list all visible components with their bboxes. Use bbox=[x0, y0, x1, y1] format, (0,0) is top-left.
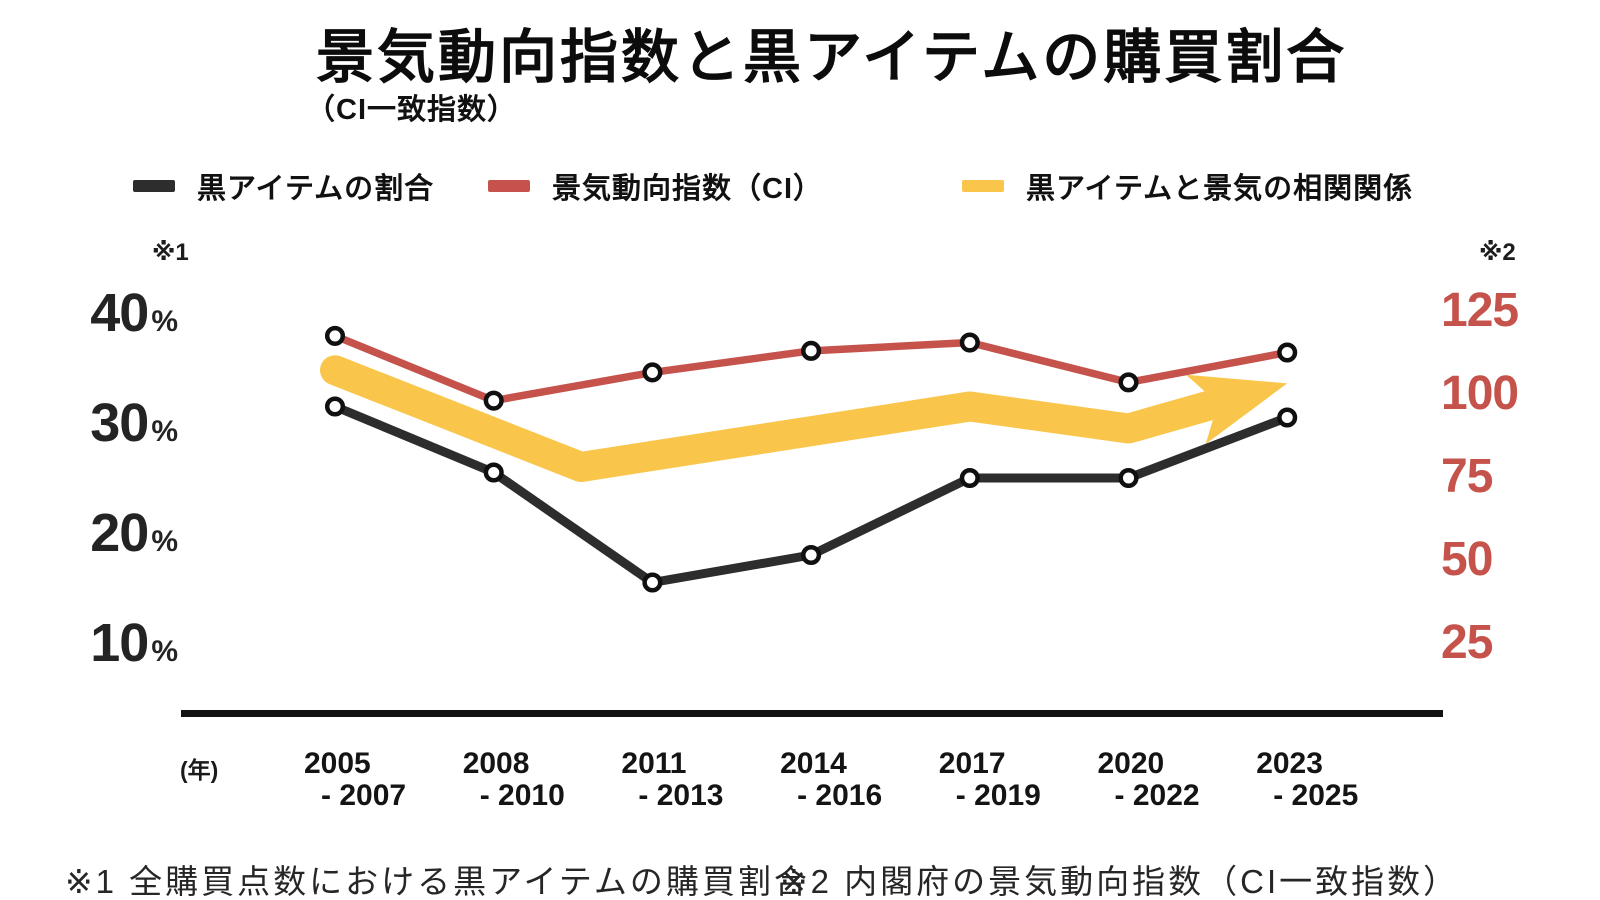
left-tick-value: 40 bbox=[90, 283, 149, 343]
x-label-start-year: 2008 bbox=[462, 747, 530, 780]
left-axis-note: ※1 bbox=[152, 239, 189, 266]
legend-label: 黒アイテムの割合 bbox=[197, 173, 435, 205]
x-label-start-year: 2023 bbox=[1256, 747, 1323, 780]
x-axis-label: 2023- 2025 bbox=[1256, 748, 1406, 812]
left-tick-unit: % bbox=[151, 635, 178, 668]
x-axis-line bbox=[181, 710, 1443, 717]
x-axis-label: 2017- 2019 bbox=[939, 748, 1089, 812]
right-axis-tick: 25 bbox=[1441, 616, 1493, 669]
x-axis-unit-label: (年) bbox=[180, 757, 219, 783]
right-axis-tick: 125 bbox=[1441, 284, 1519, 337]
data-point-marker bbox=[959, 332, 980, 353]
data-point-marker bbox=[1277, 407, 1298, 428]
x-label-start-year: 2017 bbox=[938, 747, 1006, 780]
legend-swatch-yellow-icon bbox=[962, 180, 1004, 192]
x-label-end-year: - 2019 bbox=[955, 779, 1041, 812]
data-point-marker bbox=[801, 340, 822, 361]
legend-item-ci-index: 景気動向指数（CI） bbox=[488, 170, 823, 205]
legend-label: 黒アイテムと景気の相関関係 bbox=[1026, 173, 1414, 205]
chart-subtitle: （CI一致指数） bbox=[306, 94, 518, 126]
correlation-arrow-head bbox=[1185, 374, 1288, 444]
data-point-marker bbox=[1277, 342, 1298, 363]
data-point-marker bbox=[483, 462, 504, 483]
legend-swatch-red-icon bbox=[488, 180, 530, 192]
x-label-end-year: - 2007 bbox=[321, 779, 407, 812]
chart-title: 景気動向指数と黒アイテムの購買割合 bbox=[316, 25, 1348, 90]
data-point-marker bbox=[801, 544, 822, 566]
right-axis-note: ※2 bbox=[1479, 239, 1516, 266]
data-point-marker bbox=[959, 467, 980, 489]
left-axis-tick: 20% bbox=[58, 501, 178, 565]
left-axis-tick: 30% bbox=[58, 391, 178, 455]
right-axis-tick: 75 bbox=[1441, 450, 1493, 503]
x-label-start-year: 2014 bbox=[780, 747, 847, 780]
footnote-1: ※1 全購買点数における黒アイテムの購買割合 bbox=[65, 863, 810, 900]
data-point-marker bbox=[642, 572, 663, 593]
x-axis-label: 2020- 2022 bbox=[1098, 748, 1248, 812]
x-label-end-year: - 2025 bbox=[1273, 779, 1359, 812]
left-tick-unit: % bbox=[151, 525, 178, 558]
left-axis-tick: 40% bbox=[58, 281, 178, 345]
left-tick-value: 30 bbox=[90, 393, 149, 453]
left-tick-unit: % bbox=[151, 415, 178, 448]
legend-item-correlation: 黒アイテムと景気の相関関係 bbox=[962, 170, 1413, 205]
x-label-start-year: 2020 bbox=[1097, 747, 1165, 780]
x-label-end-year: - 2010 bbox=[479, 779, 565, 812]
data-point-marker bbox=[324, 325, 346, 346]
data-point-marker bbox=[1118, 467, 1139, 489]
left-tick-value: 10 bbox=[90, 613, 149, 673]
left-tick-unit: % bbox=[151, 305, 178, 338]
data-point-marker bbox=[642, 362, 663, 383]
x-label-end-year: - 2016 bbox=[797, 779, 883, 812]
data-point-marker bbox=[483, 390, 504, 411]
right-axis-tick: 50 bbox=[1441, 533, 1493, 586]
x-label-end-year: - 2022 bbox=[1114, 779, 1200, 812]
legend-swatch-black-icon bbox=[133, 180, 175, 192]
data-point-marker bbox=[1118, 372, 1139, 393]
x-label-start-year: 2011 bbox=[621, 747, 687, 780]
left-tick-value: 20 bbox=[90, 503, 149, 563]
x-axis-label: 2011- 2013 bbox=[621, 748, 771, 812]
x-axis-label: 2005- 2007 bbox=[304, 748, 454, 812]
footnote-2: ※2 内閣府の景気動向指数（CI一致指数） bbox=[780, 863, 1460, 900]
left-axis-tick: 10% bbox=[58, 611, 178, 675]
x-label-start-year: 2005 bbox=[304, 747, 371, 780]
x-axis-label: 2014- 2016 bbox=[780, 748, 930, 812]
x-axis-label: 2008- 2010 bbox=[463, 748, 613, 812]
correlation-arrow-shaft bbox=[320, 355, 1237, 482]
x-label-end-year: - 2013 bbox=[638, 779, 724, 812]
legend-label: 景気動向指数（CI） bbox=[552, 173, 824, 205]
data-point-marker bbox=[324, 396, 346, 417]
legend-item-black-ratio: 黒アイテムの割合 bbox=[133, 170, 434, 205]
right-axis-tick: 100 bbox=[1441, 367, 1519, 420]
